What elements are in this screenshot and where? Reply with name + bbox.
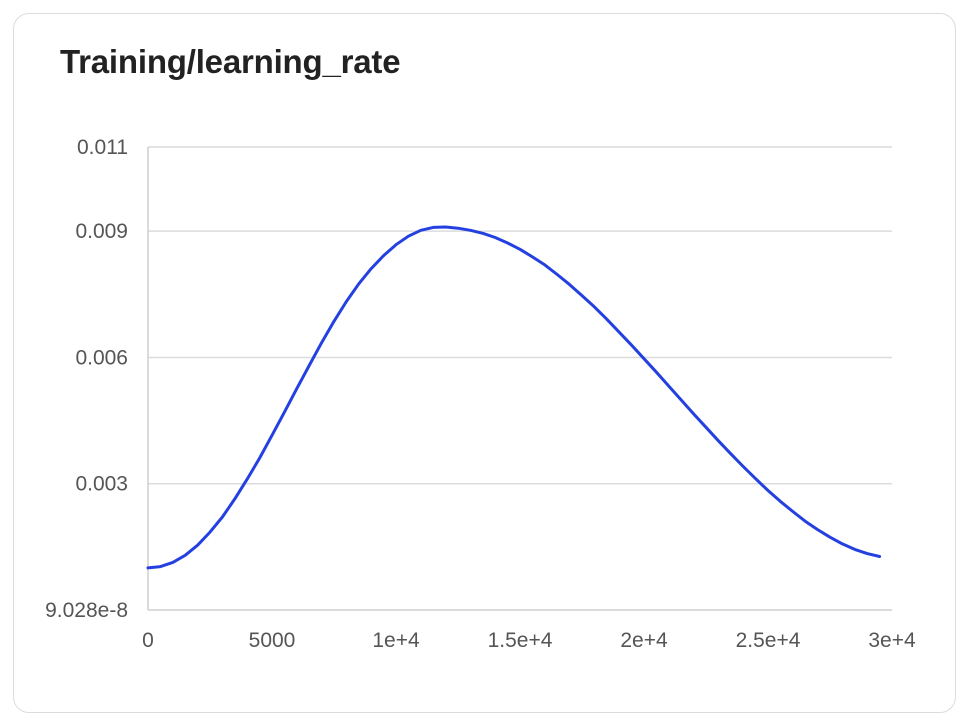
y-tick-label: 0.006 xyxy=(75,346,128,369)
y-tick-label: 0.011 xyxy=(77,136,128,159)
series-line xyxy=(146,225,882,570)
x-tick-label: 0 xyxy=(142,629,154,652)
y-tick-label: 0.009 xyxy=(75,220,128,243)
tick-labels: 9.028e-8 0.003 0.006 0.009 0.011 0 5000 1e+4 1.5… xyxy=(45,136,916,652)
x-tick-label: 1.5e+4 xyxy=(488,629,553,652)
x-tick-label: 1e+4 xyxy=(372,629,420,652)
y-tick-label: 9.028e-8 xyxy=(45,599,128,622)
series-lines xyxy=(146,225,882,570)
x-tick-label: 2.5e+4 xyxy=(736,629,801,652)
x-tick-label: 3e+4 xyxy=(868,629,916,652)
chart-title: Training/learning_rate xyxy=(60,43,401,80)
line-chart: 9.028e-8 0.003 0.006 0.009 0.011 0 5000 1e+4 1.5… xyxy=(45,136,916,652)
x-tick-label: 2e+4 xyxy=(620,629,668,652)
chart-card xyxy=(13,13,956,713)
y-tick-label: 0.003 xyxy=(75,473,128,496)
x-tick-label: 5000 xyxy=(249,629,296,652)
grid-lines xyxy=(147,146,892,611)
